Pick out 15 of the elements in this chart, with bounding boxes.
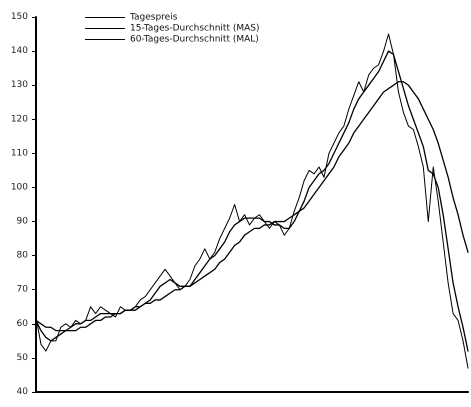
y-tick-label: 80: [16, 250, 28, 261]
legend-label: 15-Tages-Durchschnitt (MAS): [130, 24, 260, 34]
y-tick-label: 110: [10, 148, 28, 158]
y-tick-label: 120: [10, 114, 28, 124]
y-tick-label: 100: [10, 182, 28, 192]
y-tick-label: 70: [16, 284, 28, 295]
y-tick-label: 60: [16, 318, 28, 329]
legend-label: 60-Tages-Durchschnitt (MAL): [130, 34, 259, 44]
y-tick-label: 140: [10, 46, 28, 56]
y-tick-label: 40: [16, 387, 28, 397]
legend-label: Tagespreis: [129, 12, 178, 22]
y-tick-label: 50: [16, 352, 28, 363]
y-tick-label: 90: [16, 216, 28, 227]
y-tick-label: 150: [10, 12, 28, 22]
y-tick-label: 130: [10, 80, 28, 90]
